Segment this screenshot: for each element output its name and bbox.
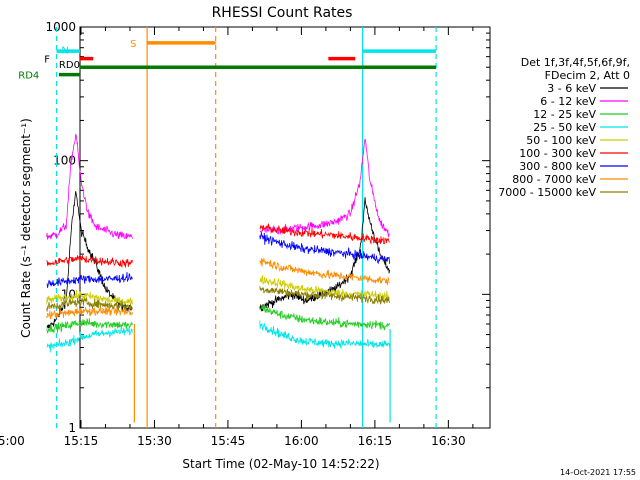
series-line — [46, 289, 133, 308]
series-line — [46, 255, 133, 269]
x-tick-label: 15:30 — [137, 434, 172, 448]
flag-label: N — [61, 45, 68, 56]
x-tick-label: 16:30 — [431, 434, 466, 448]
plot-frame — [79, 26, 491, 429]
legend-entry-label: 25 - 50 keV — [533, 121, 596, 134]
legend-entry-label: 6 - 12 keV — [540, 95, 596, 108]
chart-title: RHESSI Count Rates — [212, 5, 353, 21]
y-tick-label: 1 — [68, 421, 76, 435]
series-line — [46, 326, 133, 353]
legend-entry-label: 300 - 800 keV — [519, 160, 596, 173]
x-tick-label: 15:15 — [64, 434, 99, 448]
legend-entry-label: 3 - 6 keV — [547, 82, 596, 95]
legend-header-line1: Det 1f,3f,4f,5f,6f,9f, — [521, 56, 630, 69]
x-tick-label: 15:00 — [0, 434, 25, 448]
plot-area: 110100100015:0015:1515:3015:4516:0016:15… — [0, 20, 491, 448]
footer-timestamp: 14-Oct-2021 17:55 — [560, 468, 636, 477]
y-axis-label: Count Rate (s⁻¹ detector segment⁻¹) — [19, 118, 33, 338]
series-line — [259, 320, 390, 349]
series-line — [259, 286, 390, 305]
flag-label: S — [130, 39, 136, 50]
legend-entry-label: 7000 - 15000 keV — [498, 186, 596, 199]
series-line — [259, 231, 390, 265]
series-line — [46, 191, 133, 329]
series-line — [46, 317, 133, 334]
series-line — [46, 133, 133, 240]
flag-label: F — [44, 55, 50, 66]
x-tick-label: 16:15 — [358, 434, 393, 448]
series-line — [46, 297, 133, 312]
series-line — [259, 305, 390, 331]
legend-entry-label: 800 - 7000 keV — [512, 173, 596, 186]
series-line — [259, 258, 390, 286]
x-axis-label: Start Time (02-May-10 14:52:22) — [182, 457, 379, 471]
x-tick-label: 15:45 — [211, 434, 246, 448]
legend-entry-label: 100 - 300 keV — [519, 147, 596, 160]
legend-header-line2: FDecim 2, Att 0 — [545, 69, 630, 82]
legend: Det 1f,3f,4f,5f,6f,9f, FDecim 2, Att 0 3… — [498, 56, 630, 199]
y-tick-label: 1000 — [45, 20, 76, 34]
legend-entry-label: 50 - 100 keV — [526, 134, 596, 147]
series-line — [259, 223, 390, 246]
flag-label: RD0 — [59, 60, 80, 71]
series-line — [46, 271, 133, 288]
legend-entry-label: 12 - 25 keV — [533, 108, 596, 121]
x-tick-label: 16:00 — [284, 434, 319, 448]
flag-label: RD4 — [18, 71, 39, 82]
